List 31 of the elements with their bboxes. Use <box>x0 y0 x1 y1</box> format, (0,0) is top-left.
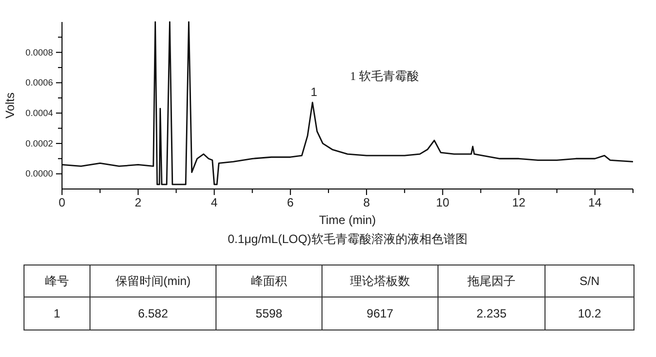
text: S/N <box>579 274 600 288</box>
y-tick-label: 0.0008 <box>25 47 53 58</box>
text: 0.1μg/mL(LOQ)软毛青霉酸溶液的液相色谱图 <box>228 232 468 246</box>
x-tick-label: 8 <box>363 196 370 210</box>
x-tick-label: 12 <box>512 196 526 210</box>
text: 1 <box>54 306 61 320</box>
x-tick-label: 0 <box>58 196 66 210</box>
text: 理论塔板数 <box>350 274 410 288</box>
y-tick-label: 0.0004 <box>25 108 53 118</box>
x-tick-label: 4 <box>210 196 218 210</box>
y-tick-label: 0.0000 <box>25 168 53 179</box>
text: 拖尾因子 <box>466 274 516 288</box>
x-tick-label: 2 <box>134 196 142 210</box>
x-tick-label: 14 <box>588 196 602 210</box>
y-tick-label: 0.0006 <box>25 78 53 88</box>
text: 6.582 <box>138 306 168 320</box>
line-series <box>61 21 634 186</box>
text: 5598 <box>256 306 283 320</box>
text: 保留时间(min) <box>115 274 191 288</box>
annotation: 1 <box>310 85 318 99</box>
text: 9617 <box>366 306 394 320</box>
y-axis-title: Volts <box>3 92 17 119</box>
text: 峰面积 <box>251 274 287 288</box>
x-tick-label: 10 <box>436 196 450 210</box>
text: 10.2 <box>578 306 602 320</box>
x-tick-label: 6 <box>287 196 294 210</box>
text: 2.235 <box>476 306 507 320</box>
x-axis-title: Time (min) <box>319 213 376 227</box>
annotation: 1 软毛青霉酸 <box>350 69 419 83</box>
text: 峰号 <box>45 274 69 288</box>
y-tick-label: 0.0002 <box>25 138 53 148</box>
